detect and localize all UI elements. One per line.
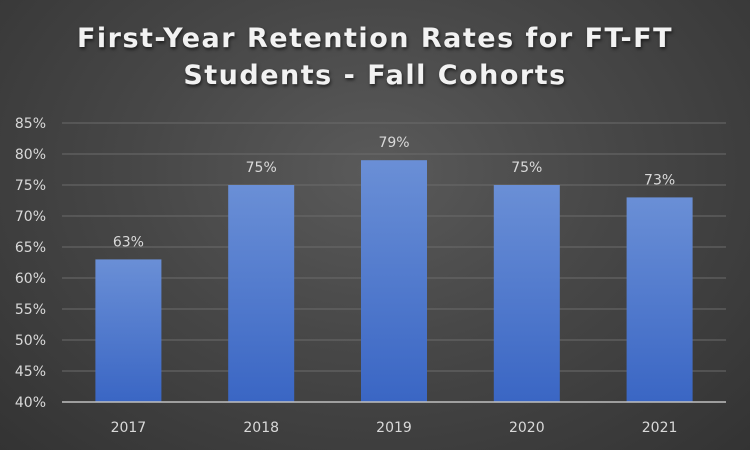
data-label-2019: 79% <box>378 135 409 151</box>
chart-title-line-1: First-Year Retention Rates for FT-FT <box>76 23 674 54</box>
bar-2020 <box>493 185 560 402</box>
y-tick-label: 45% <box>15 364 46 380</box>
y-tick-label: 70% <box>15 209 46 225</box>
y-tick-label: 60% <box>15 271 46 287</box>
x-tick-label: 2020 <box>509 420 545 436</box>
y-tick-label: 65% <box>15 240 46 256</box>
y-tick-label: 55% <box>15 302 46 318</box>
bars <box>95 160 693 402</box>
chart-title-line-2: Students - Fall Cohorts <box>183 60 567 91</box>
x-tick-label: 2021 <box>642 420 678 436</box>
bar-2019 <box>361 160 427 402</box>
bar-2018 <box>228 185 295 402</box>
data-label-2018: 75% <box>246 160 277 176</box>
labels: 40% 45% 50% 55% 60% 65% 70% 75% 80% 85% 63% 2017 75%… <box>15 116 678 436</box>
data-label-2017: 63% <box>113 234 144 250</box>
bar-2021 <box>626 197 693 402</box>
chart-title: First-Year Retention Rates for FT-FT Stu… <box>0 20 750 94</box>
bar-2017 <box>95 259 162 402</box>
data-label-2020: 75% <box>511 160 542 176</box>
x-tick-label: 2018 <box>243 420 279 436</box>
data-label-2021: 73% <box>644 172 675 188</box>
x-tick-label: 2019 <box>376 420 412 436</box>
y-tick-label: 50% <box>15 333 46 349</box>
x-tick-label: 2017 <box>111 420 147 436</box>
y-tick-label: 75% <box>15 178 46 194</box>
y-tick-label: 85% <box>15 116 46 132</box>
y-tick-label: 40% <box>15 395 46 411</box>
y-tick-label: 80% <box>15 147 46 163</box>
